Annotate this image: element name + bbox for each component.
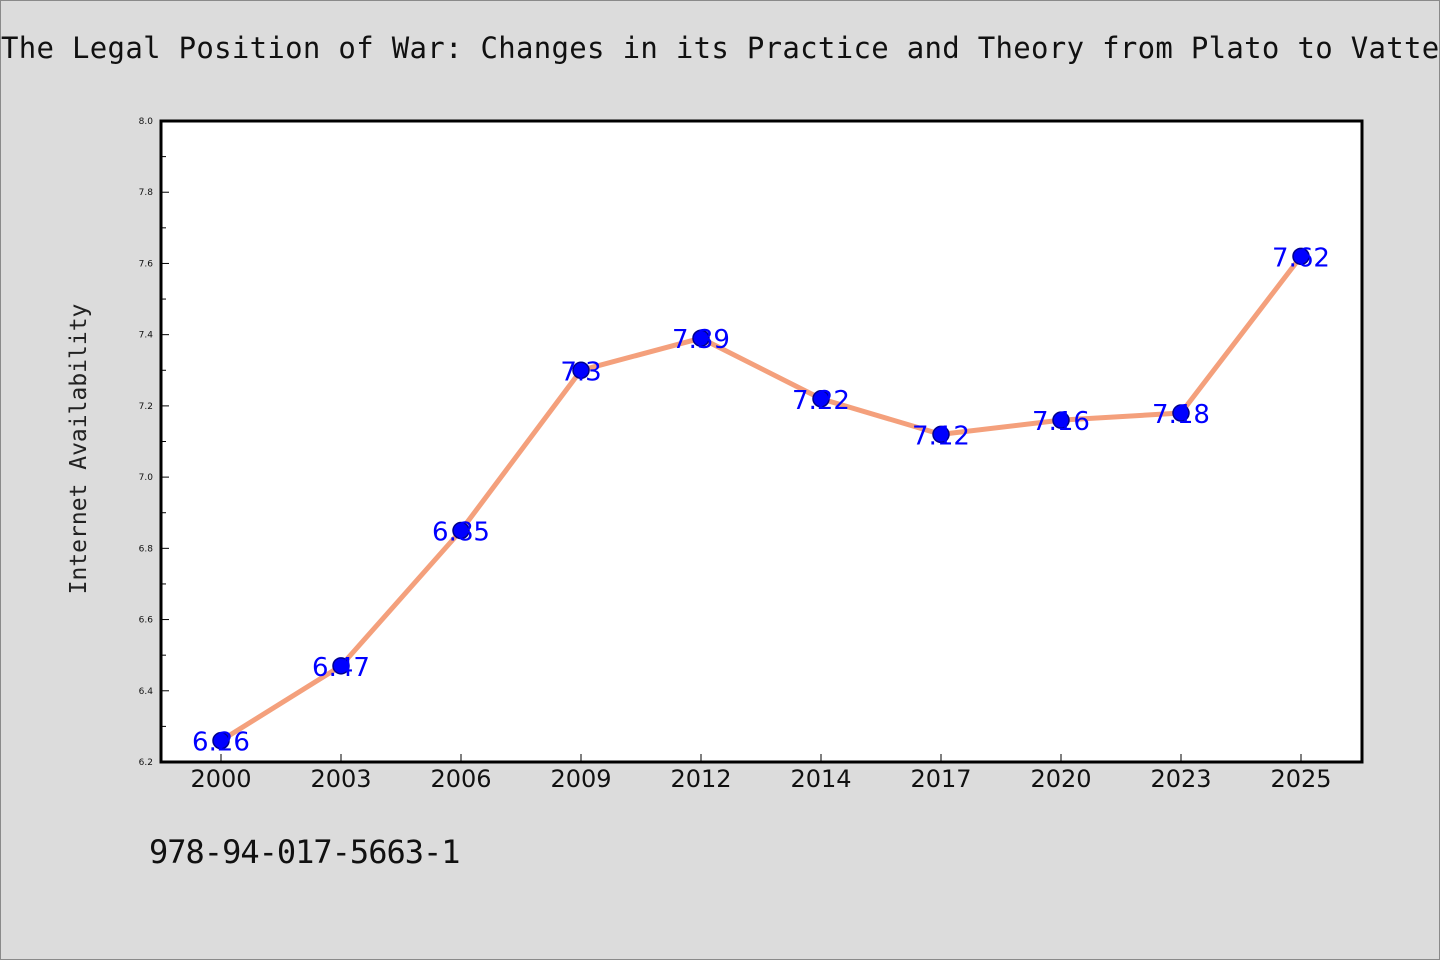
x-tick-label: 2025 [1270, 765, 1331, 793]
data-point [1172, 404, 1190, 422]
x-tick-label: 2017 [910, 765, 971, 793]
x-tick-label: 2023 [1150, 765, 1211, 793]
series-line [218, 253, 1304, 744]
data-label: 7.39 [672, 325, 730, 355]
y-axis-label: Internet Availability [66, 304, 92, 595]
data-point [692, 329, 710, 347]
x-tick-label: 2006 [430, 765, 491, 793]
y-tick-label: 7.6 [139, 259, 154, 269]
y-tick-label: 7.0 [139, 473, 154, 483]
chart-title: The Legal Position of War: Changes in it… [1, 31, 1440, 65]
data-label: 7.18 [1152, 400, 1210, 430]
data-point [212, 731, 230, 750]
data-point [1292, 247, 1310, 266]
y-tick-label: 7.8 [139, 188, 154, 198]
data-labels: 6.26 6.47 6.85 7.3 7.39 7.22 7.12 7.16 7.18 7.62 [192, 243, 1330, 757]
x-tick-label: 2000 [190, 765, 251, 793]
data-label: 6.26 [192, 728, 250, 758]
data-point [452, 521, 470, 540]
data-label: 7.16 [1032, 407, 1090, 437]
data-point [812, 390, 830, 408]
y-tick-label: 7.2 [139, 402, 153, 412]
data-point [1052, 411, 1070, 429]
x-tick-label: 2009 [550, 765, 611, 793]
x-tick-label: 2012 [670, 765, 731, 793]
x-tick-label: 2014 [790, 765, 851, 793]
data-label: 7.3 [560, 357, 601, 387]
data-markers [212, 247, 1310, 750]
y-tick-label: 8.0 [139, 117, 154, 127]
y-tick-label: 6.2 [139, 758, 153, 768]
data-label: 6.47 [312, 653, 370, 683]
data-point [332, 657, 350, 675]
data-point [572, 361, 590, 380]
y-tick-label: 7.4 [139, 331, 154, 341]
y-tick-label: 6.6 [139, 616, 154, 626]
y-tick-label: 6.4 [139, 687, 154, 697]
data-label: 6.85 [432, 518, 490, 548]
x-tick-label: 2003 [310, 765, 371, 793]
plot-area [159, 119, 1364, 764]
x-tick-label: 2020 [1030, 765, 1091, 793]
data-label: 7.12 [912, 421, 970, 451]
x-axis: 2000 2003 2006 2009 2012 2014 2017 2020 2023 2025 [190, 754, 1332, 793]
y-tick-label: 6.8 [139, 544, 154, 554]
data-point [932, 425, 950, 444]
y-axis: 6.2 6.4 6.6 6.8 7.0 7.2 7.4 7.6 7.8 8.0 [139, 117, 169, 768]
isbn-text: 978-94-017-5663-1 [149, 833, 461, 871]
data-label: 7.22 [792, 386, 850, 416]
data-label: 7.62 [1272, 243, 1330, 273]
